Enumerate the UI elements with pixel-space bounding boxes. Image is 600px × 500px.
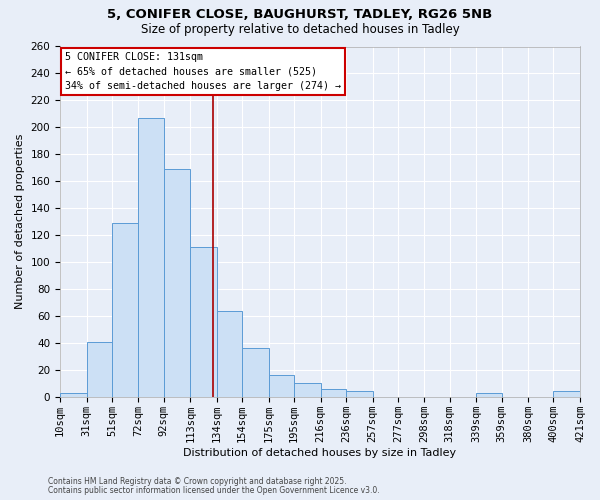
Bar	[190, 248, 217, 397]
Bar	[112, 223, 139, 397]
Text: Contains HM Land Registry data © Crown copyright and database right 2025.: Contains HM Land Registry data © Crown c…	[48, 477, 347, 486]
Text: 5 CONIFER CLOSE: 131sqm
← 65% of detached houses are smaller (525)
34% of semi-d: 5 CONIFER CLOSE: 131sqm ← 65% of detache…	[65, 52, 341, 92]
Bar	[294, 384, 320, 397]
Text: Size of property relative to detached houses in Tadley: Size of property relative to detached ho…	[140, 22, 460, 36]
Bar	[86, 342, 112, 397]
Y-axis label: Number of detached properties: Number of detached properties	[15, 134, 25, 310]
X-axis label: Distribution of detached houses by size in Tadley: Distribution of detached houses by size …	[184, 448, 457, 458]
Bar	[269, 375, 294, 397]
Bar	[346, 392, 373, 397]
Bar	[553, 392, 580, 397]
Text: Contains public sector information licensed under the Open Government Licence v3: Contains public sector information licen…	[48, 486, 380, 495]
Bar	[217, 310, 242, 397]
Text: 5, CONIFER CLOSE, BAUGHURST, TADLEY, RG26 5NB: 5, CONIFER CLOSE, BAUGHURST, TADLEY, RG2…	[107, 8, 493, 20]
Bar	[60, 393, 86, 397]
Bar	[320, 388, 346, 397]
Bar	[164, 169, 190, 397]
Bar	[139, 118, 164, 397]
Bar	[476, 393, 502, 397]
Bar	[242, 348, 269, 397]
